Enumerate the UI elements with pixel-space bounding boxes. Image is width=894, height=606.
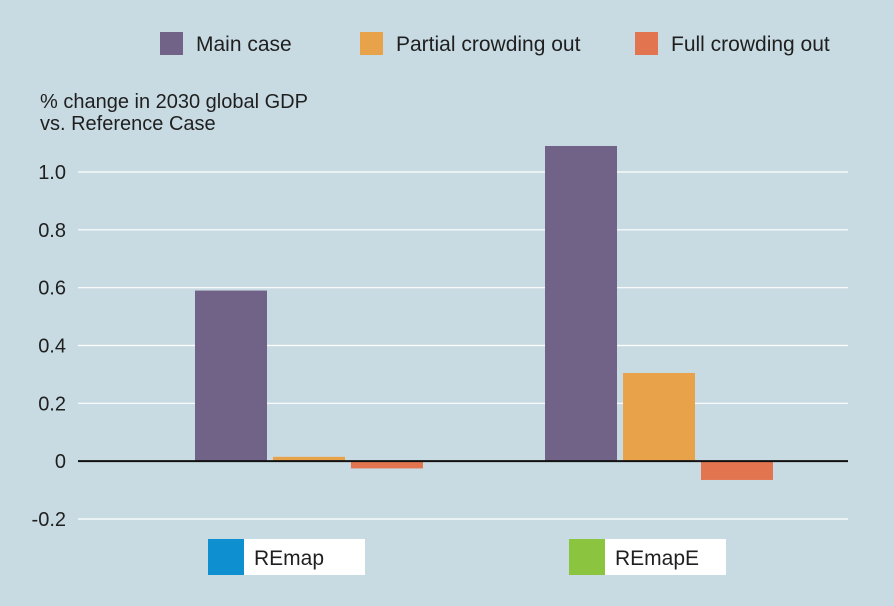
y-tick-label: 0 bbox=[55, 451, 66, 473]
bar-remape-series-3 bbox=[701, 461, 773, 480]
bars bbox=[195, 145, 773, 480]
bar-remap-series-2 bbox=[273, 456, 345, 462]
category-label: REmapE bbox=[615, 547, 699, 570]
category-labels: REmap REmapE bbox=[208, 539, 726, 575]
bar-remap-series-1 bbox=[195, 290, 267, 462]
category-swatch bbox=[208, 539, 244, 575]
y-axis-label-line-2: vs. Reference Case bbox=[40, 113, 216, 135]
y-axis-label: % change in 2030 global GDP vs. Referenc… bbox=[40, 91, 308, 135]
bar-remape-series-2 bbox=[623, 372, 695, 462]
legend-swatch bbox=[635, 32, 658, 55]
category-label: REmap bbox=[254, 547, 324, 570]
category-swatch bbox=[569, 539, 605, 575]
y-tick-label: 0.8 bbox=[38, 220, 66, 242]
legend-label: Partial crowding out bbox=[396, 33, 581, 56]
y-tick-label: 0.2 bbox=[38, 393, 66, 415]
y-axis-label-line-1: % change in 2030 global GDP bbox=[40, 91, 308, 113]
y-tick-label: 1.0 bbox=[38, 162, 66, 184]
bar-remape-series-1 bbox=[545, 145, 617, 462]
legend-label: Main case bbox=[196, 33, 292, 56]
legend-swatch bbox=[360, 32, 383, 55]
y-tick-label: 0.6 bbox=[38, 278, 66, 300]
y-tick-label: 0.4 bbox=[38, 336, 66, 358]
y-tick-label: -0.2 bbox=[32, 509, 66, 531]
legend-label: Full crowding out bbox=[671, 33, 830, 56]
legend-swatch bbox=[160, 32, 183, 55]
y-tick-labels: 1.0 0.8 0.6 0.4 0.2 0 -0.2 bbox=[32, 162, 66, 531]
bar-remap-series-3 bbox=[351, 461, 423, 469]
legend: Main case Partial crowding out Full crowdi… bbox=[160, 32, 830, 56]
